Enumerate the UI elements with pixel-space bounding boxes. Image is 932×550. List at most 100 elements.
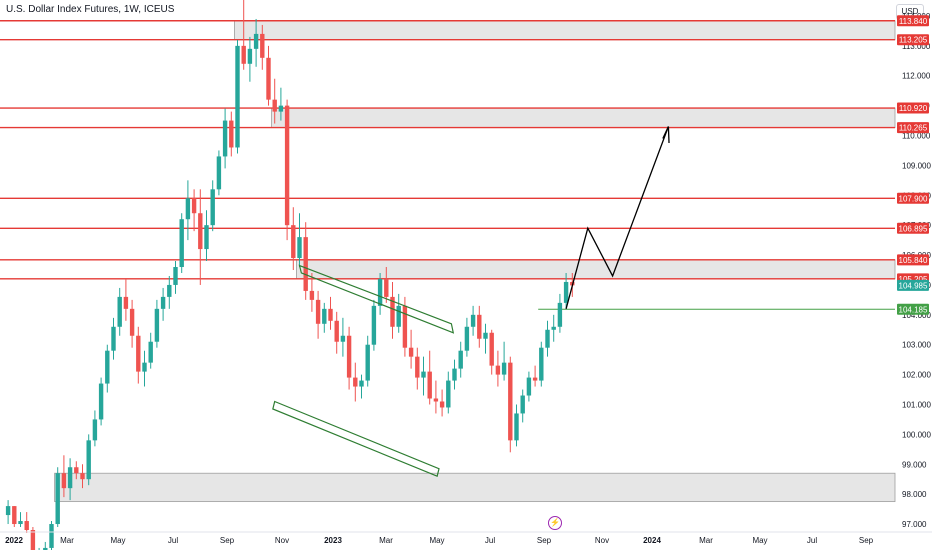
time-tick-label: 2024	[643, 536, 661, 545]
candle-body	[309, 290, 315, 300]
candle-body	[148, 341, 153, 363]
price-tick-label: 110.000	[902, 132, 931, 141]
candle-body	[520, 395, 525, 414]
candle-body	[421, 371, 426, 378]
candle-body	[439, 401, 445, 408]
candle-body	[427, 371, 432, 399]
price-tick-label: 109.000	[902, 161, 931, 170]
candle-body	[191, 198, 197, 214]
candle-body	[12, 506, 17, 525]
candle-body	[204, 225, 209, 250]
candle-body	[98, 383, 104, 420]
candle-body	[222, 120, 228, 157]
candle-body	[495, 365, 501, 375]
candle-body	[154, 308, 160, 342]
candle-body	[297, 237, 302, 259]
price-level-label: 107.900	[899, 194, 928, 203]
candle-body	[167, 284, 172, 297]
time-axis: 2022 Mar May Jul Sep Nov 2023 Mar May Jul Sep Nov 20…	[0, 531, 932, 545]
time-tick-label: May	[429, 536, 444, 545]
candle-body	[67, 467, 73, 489]
price-axis: 97.000 98.000 99.000 100.000 101.000 102.000 1…	[897, 12, 931, 529]
candle-body	[198, 213, 203, 250]
candle-body	[92, 419, 98, 441]
price-level-badge	[897, 102, 929, 114]
candle-body	[266, 57, 271, 100]
candle-body	[545, 329, 550, 348]
price-level-label: 105.205	[899, 275, 928, 284]
projection-path	[565, 126, 670, 310]
price-level-badge	[897, 222, 929, 234]
candles	[5, 0, 575, 550]
time-tick-label: Sep	[537, 536, 552, 545]
price-level-label: 110.265	[899, 124, 928, 133]
time-tick-label: Jul	[485, 536, 495, 545]
candle-body	[340, 335, 346, 342]
candle-body	[253, 33, 259, 49]
time-tick-label: 2022	[5, 536, 23, 545]
candle-body	[30, 530, 36, 550]
candle-body	[353, 377, 358, 387]
candle-body	[328, 308, 333, 321]
zone	[233, 20, 896, 41]
time-tick-label: Sep	[859, 536, 874, 545]
price-level-label: 113.840	[899, 17, 928, 26]
candle-body	[315, 299, 321, 324]
candle-body	[408, 347, 414, 357]
candle-body	[18, 521, 23, 525]
time-tick-label: Mar	[60, 536, 74, 545]
price-level-badge	[897, 15, 929, 27]
candle-body	[477, 314, 482, 339]
price-level-badge	[897, 303, 929, 315]
price-level-badge	[897, 122, 929, 134]
time-tick-label: May	[110, 536, 125, 545]
candle-body	[260, 33, 265, 58]
candle-body	[563, 281, 569, 303]
price-tick-label: 97.000	[902, 520, 927, 529]
candle-body	[291, 225, 296, 259]
candle-body	[452, 368, 457, 381]
candle-body	[539, 347, 544, 381]
candle-body	[514, 413, 519, 441]
candle-body	[105, 350, 110, 384]
time-tick-label: Sep	[220, 536, 235, 545]
candle-body	[278, 105, 284, 112]
lightning-icon[interactable]: ⚡	[548, 516, 562, 530]
candle-body	[5, 506, 11, 516]
price-tick-label: 101.000	[902, 400, 931, 409]
candle-body	[526, 377, 532, 396]
candle-body	[179, 219, 184, 268]
candle-body	[384, 278, 389, 297]
chart-title: U.S. Dollar Index Futures, 1W, ICEUS	[6, 4, 175, 15]
time-tick-label: Nov	[595, 536, 609, 545]
candle-body	[551, 326, 556, 330]
candle-body	[483, 332, 488, 339]
projection-arrowhead	[662, 126, 670, 144]
candle-body	[371, 305, 377, 345]
upper-channel	[298, 264, 455, 334]
candle-body	[365, 344, 370, 381]
candle-body	[74, 467, 79, 474]
candle-body	[136, 335, 141, 372]
price-level-badge	[897, 279, 929, 291]
candle-body	[247, 48, 253, 64]
price-level-label: 104.985	[899, 281, 928, 290]
candle-body	[117, 296, 122, 327]
price-tick-label: 103.000	[902, 341, 931, 350]
price-tick-label: 112.000	[902, 72, 931, 81]
candle-body	[402, 305, 408, 348]
price-tick-label: 100.000	[902, 430, 931, 439]
lower-channel	[272, 400, 440, 478]
candle-body	[55, 473, 60, 525]
candle-body	[229, 120, 234, 148]
candle-body	[464, 326, 470, 351]
candle-body	[235, 45, 240, 148]
candle-body	[173, 267, 178, 285]
price-tick-label: 102.000	[902, 371, 931, 380]
candle-body	[501, 362, 507, 375]
candle-body	[61, 473, 67, 489]
candle-body	[532, 377, 538, 381]
candle-body	[185, 198, 191, 220]
price-level-label: 106.895	[899, 224, 928, 233]
